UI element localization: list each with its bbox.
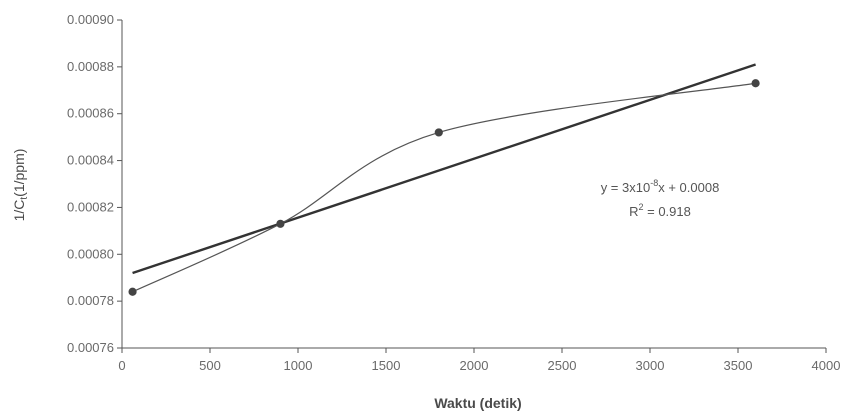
- x-tick-label: 0: [118, 358, 125, 373]
- y-tick-label: 0.00086: [67, 106, 114, 121]
- r2-exponent: 2: [639, 202, 644, 212]
- x-tick-label: 2000: [460, 358, 489, 373]
- y-axis-title-suffix: (1/ppm): [11, 149, 27, 197]
- trendline: [132, 63, 756, 275]
- y-tick-label: 0.00088: [67, 59, 114, 74]
- r2-prefix: R: [629, 204, 638, 219]
- y-tick-label: 0.00082: [67, 199, 114, 214]
- y-axis: 0.00076 0.00078 0.00080 0.00082 0.00084 0.000…: [67, 12, 123, 355]
- data-point: [276, 219, 285, 228]
- x-tick-label: 1500: [372, 358, 401, 373]
- series-group: [128, 63, 760, 296]
- x-tick-label: 3000: [636, 358, 665, 373]
- equation-suffix: x + 0.0008: [658, 180, 719, 195]
- series-line: [132, 82, 756, 293]
- y-tick-label: 0.00076: [67, 340, 114, 355]
- x-tick-label: 3500: [724, 358, 753, 373]
- equation-exponent: -8: [650, 178, 658, 188]
- r2-suffix: = 0.918: [644, 204, 691, 219]
- x-axis: 0 500 1000 1500 2000 2500 3000 3500 4000: [118, 347, 841, 373]
- x-tick-label: 500: [199, 358, 221, 373]
- y-tick-label: 0.00080: [67, 246, 114, 261]
- data-point: [434, 128, 443, 137]
- x-tick-label: 2500: [548, 358, 577, 373]
- y-tick-label: 0.00084: [67, 153, 114, 168]
- x-axis-title: Waktu (detik): [434, 395, 521, 411]
- trendline-equation: y = 3x10-8x + 0.0008: [601, 178, 720, 195]
- data-point: [128, 287, 137, 296]
- y-axis-title-sub: t: [19, 197, 30, 200]
- y-tick-label: 0.00078: [67, 293, 114, 308]
- y-tick-label: 0.00090: [67, 12, 114, 27]
- r-squared: R2 = 0.918: [629, 202, 691, 219]
- x-tick-label: 1000: [284, 358, 313, 373]
- y-axis-title-prefix: 1/C: [11, 200, 27, 222]
- equation-prefix: y = 3x10: [601, 180, 651, 195]
- x-tick-label: 4000: [812, 358, 841, 373]
- y-axis-title: 1/Ct(1/ppm): [11, 149, 30, 222]
- data-point: [751, 79, 760, 88]
